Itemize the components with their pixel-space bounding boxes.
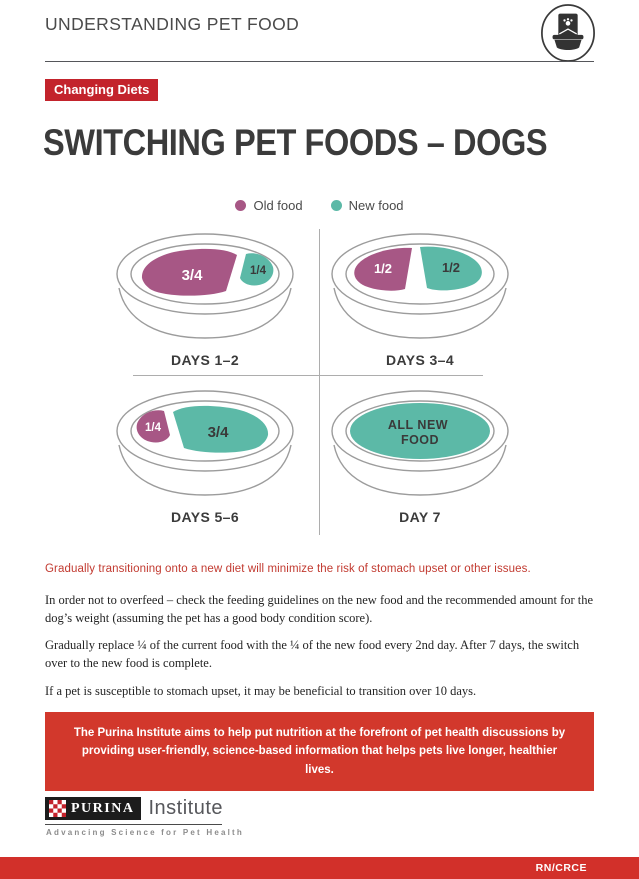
purina-logo-box: PURINA: [45, 797, 142, 820]
header-title: UNDERSTANDING PET FOOD: [45, 14, 300, 34]
fraction-old: 1/2: [374, 261, 392, 276]
highlight-sentence: Gradually transitioning onto a new diet …: [45, 563, 531, 575]
mission-callout: The Purina Institute aims to help put nu…: [45, 712, 594, 792]
institute-wordmark: Institute: [148, 797, 223, 819]
fraction-new: 3/4: [208, 424, 230, 441]
bowl-graphic-days-1-2: 3/4 1/4: [116, 233, 294, 339]
bowl-graphic-day-7: ALL NEW FOOD: [331, 390, 509, 496]
paragraph-1: In order not to overfeed – check the fee…: [45, 593, 594, 626]
bowl-label-day-7: DAY 7: [399, 509, 441, 525]
legend-new-label: New food: [348, 198, 404, 213]
fraction-new: 1/4: [250, 265, 267, 277]
bowl-days-5-6: 1/4 3/4 DAYS 5–6: [110, 387, 300, 525]
legend-item-new-food: New food: [330, 198, 404, 213]
pet-food-icon: [539, 3, 597, 68]
all-new-food-label: ALL NEW FOOD: [388, 418, 452, 447]
bottom-bar: RN/CRCE: [0, 857, 639, 879]
bowl-day-7: ALL NEW FOOD DAY 7: [325, 387, 515, 525]
header-divider: [45, 61, 594, 62]
bowl-label-days-5-6: DAYS 5–6: [170, 509, 240, 525]
bowl-graphic-days-5-6: 1/4 3/4: [116, 390, 294, 496]
legend-item-old-food: Old food: [235, 198, 303, 213]
purina-wordmark: PURINA: [71, 800, 135, 816]
fraction-new: 1/2: [442, 260, 460, 275]
bowl-label-days-3-4: DAYS 3–4: [385, 352, 455, 368]
checkerboard-icon: [49, 800, 66, 817]
legend: Old food New food: [0, 198, 639, 213]
legend-old-label: Old food: [253, 198, 303, 213]
page-title: SWITCHING PET FOODS – DOGS: [43, 122, 548, 163]
bowl-days-1-2: 3/4 1/4 DAYS 1–2: [110, 230, 300, 368]
body-copy: In order not to overfeed – check the fee…: [45, 591, 594, 709]
fraction-old: 1/4: [145, 422, 162, 434]
quadrant-divider-horizontal: [133, 375, 483, 376]
purina-institute-logo: PURINA Institute: [45, 797, 223, 820]
fraction-old: 3/4: [182, 267, 204, 284]
document-code: RN/CRCE: [535, 862, 587, 874]
bowl-days-3-4: 1/2 1/2 DAYS 3–4: [325, 230, 515, 368]
new-food-dot-icon: [330, 200, 342, 211]
tagline-rule: [45, 824, 222, 825]
old-food-dot-icon: [235, 200, 247, 211]
bowl-graphic-days-3-4: 1/2 1/2: [331, 233, 509, 339]
section-badge: Changing Diets: [45, 79, 159, 101]
tagline: Advancing Science for Pet Health: [46, 828, 244, 837]
paragraph-2: Gradually replace ¼ of the current food …: [45, 638, 580, 671]
bowl-label-days-1-2: DAYS 1–2: [170, 352, 240, 368]
quadrant-divider-vertical: [319, 229, 320, 535]
paragraph-3: If a pet is susceptible to stomach upset…: [45, 683, 477, 698]
